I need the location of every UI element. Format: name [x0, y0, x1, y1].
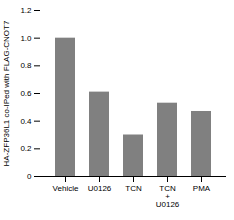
svg-text:0.6: 0.6 — [20, 89, 32, 98]
svg-text:0.8: 0.8 — [20, 61, 32, 70]
svg-text:0: 0 — [27, 172, 32, 181]
svg-text:U0126: U0126 — [88, 184, 112, 193]
svg-text:TCN: TCN — [125, 184, 142, 193]
svg-text:1.0: 1.0 — [20, 34, 32, 43]
svg-text:HA-ZFP36L1 co-IPed with FLAG-C: HA-ZFP36L1 co-IPed with FLAG-CNOT7 — [2, 20, 11, 166]
svg-text:Vehicle: Vehicle — [53, 184, 79, 193]
svg-text:0.2: 0.2 — [20, 144, 32, 153]
svg-text:PMA: PMA — [193, 184, 211, 193]
svg-text:1.2: 1.2 — [20, 6, 32, 15]
svg-text:TCN+U0126: TCN+U0126 — [156, 184, 180, 209]
svg-text:0.4: 0.4 — [20, 117, 32, 126]
